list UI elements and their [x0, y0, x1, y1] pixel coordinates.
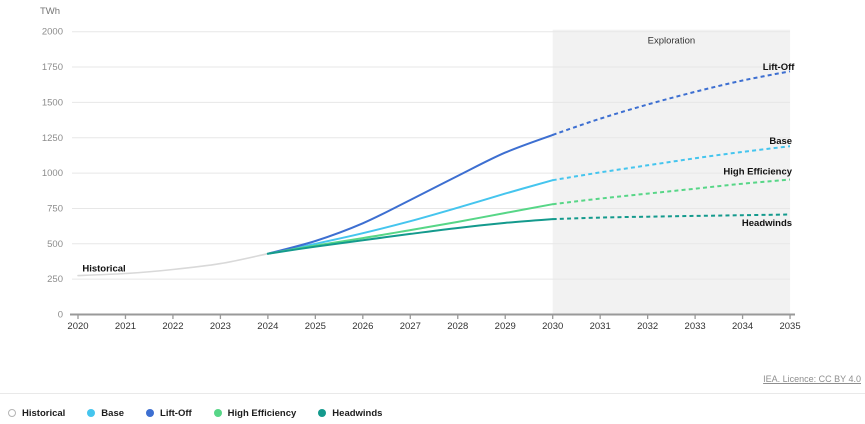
legend-item-base[interactable]: Base: [87, 408, 124, 419]
legend-marker-historical: [8, 409, 16, 417]
series-label-headwinds: Headwinds: [742, 218, 792, 229]
series-line-historical: [77, 252, 269, 277]
x-tick-label: 2024: [257, 321, 278, 332]
legend-label: Lift-Off: [160, 407, 192, 419]
x-tick-label: 2028: [447, 321, 468, 332]
licence-link[interactable]: IEA. Licence: CC BY 4.0: [763, 374, 861, 384]
x-tick-label: 2029: [495, 321, 516, 332]
x-tick-label: 2031: [590, 321, 611, 332]
x-tick-label: 2026: [352, 321, 373, 332]
x-tick-label: 2032: [637, 321, 658, 332]
chart-legend: Historical Base Lift-Off High Efficiency Hea…: [8, 406, 382, 420]
legend-label: Headwinds: [332, 407, 383, 419]
x-tick-label: 2025: [305, 321, 326, 332]
x-tick-label: 2033: [685, 321, 706, 332]
series-line-projection-base: [552, 145, 791, 182]
series-line-projection-lift-off: [552, 70, 791, 136]
x-tick-label: 2034: [732, 321, 753, 332]
energy-line-chart: Exploration 0 250 500 750 1000 1250 1500 1750 200…: [40, 6, 801, 332]
series-line-lift-off: [266, 133, 554, 255]
series-line-projection-high-efficiency: [552, 178, 791, 206]
licence-note: IEA. Licence: CC BY 4.0: [763, 374, 861, 384]
y-tick-label: 1500: [42, 97, 63, 108]
exploration-band: [552, 29, 791, 314]
series-line-base: [266, 179, 554, 255]
legend-item-historical[interactable]: Historical: [8, 408, 65, 419]
x-tick-label: 2035: [779, 321, 800, 332]
legend-marker-headwinds: [318, 409, 327, 417]
legend-item-headwinds[interactable]: Headwinds: [318, 408, 382, 419]
legend-label: Historical: [22, 407, 66, 419]
y-tick-label: 1250: [42, 133, 63, 144]
legend-marker-lift-off: [146, 409, 155, 417]
y-tick-label: 750: [47, 203, 63, 214]
y-tick-label: 2000: [42, 27, 63, 38]
band-label: Exploration: [648, 36, 696, 47]
series-label-base: Base: [769, 136, 792, 147]
legend-item-lift-off[interactable]: Lift-Off: [146, 408, 192, 419]
unit-label: TWh: [40, 6, 60, 17]
y-tick-label: 1750: [42, 62, 63, 73]
x-tick-label: 2023: [210, 321, 231, 332]
footer-divider: [0, 393, 865, 394]
series-line-high-efficiency: [266, 203, 554, 255]
legend-item-high-efficiency[interactable]: High Efficiency: [213, 407, 297, 419]
legend-label: High Efficiency: [227, 407, 297, 419]
series-line-projection-headwinds: [552, 213, 791, 221]
x-tick-label: 2020: [67, 321, 88, 332]
y-tick-label: 1000: [42, 168, 63, 179]
x-tick-label: 2030: [542, 321, 563, 332]
x-tick-label: 2027: [400, 321, 421, 332]
x-tick-label: 2022: [162, 321, 183, 332]
y-tick-label: 500: [47, 239, 63, 250]
y-tick-label: 0: [58, 310, 63, 321]
series-label-lift-off: Lift-Off: [763, 62, 795, 73]
x-tick-label: 2021: [115, 321, 136, 332]
legend-marker-high-efficiency: [213, 409, 222, 417]
series-line-headwinds: [266, 218, 554, 255]
legend-marker-base: [87, 409, 96, 417]
series-label-historical: Historical: [82, 263, 125, 274]
y-tick-label: 250: [47, 274, 63, 285]
legend-label: Base: [101, 407, 125, 419]
series-label-high-efficiency: High Efficiency: [723, 167, 792, 178]
